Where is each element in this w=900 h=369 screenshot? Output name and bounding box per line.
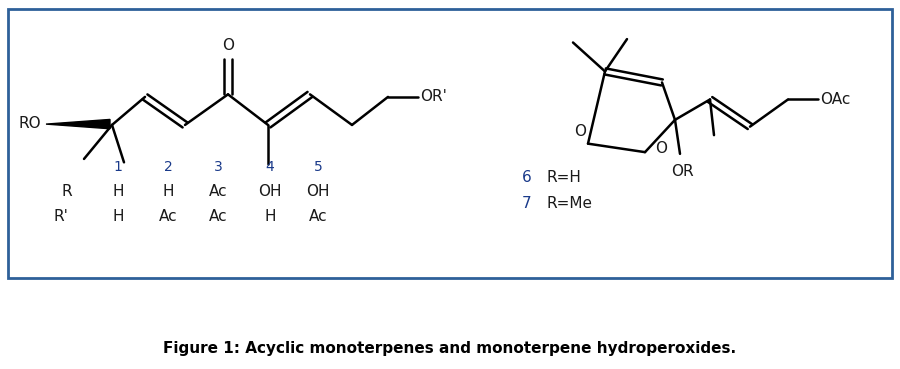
- Text: 4: 4: [266, 161, 274, 175]
- Text: R=Me: R=Me: [546, 196, 592, 211]
- Text: Ac: Ac: [158, 209, 177, 224]
- Text: OH: OH: [258, 184, 282, 199]
- Text: Ac: Ac: [309, 209, 328, 224]
- Text: 1: 1: [113, 161, 122, 175]
- Text: 5: 5: [313, 161, 322, 175]
- Text: H: H: [162, 184, 174, 199]
- Text: O: O: [222, 38, 234, 53]
- Text: OR': OR': [420, 89, 447, 104]
- Text: H: H: [112, 184, 124, 199]
- Text: RO: RO: [18, 116, 40, 131]
- Text: OR: OR: [670, 164, 693, 179]
- Text: OH: OH: [306, 184, 329, 199]
- Text: R=H: R=H: [546, 170, 580, 185]
- Text: R': R': [53, 209, 68, 224]
- Text: 2: 2: [164, 161, 173, 175]
- Text: R: R: [61, 184, 72, 199]
- Text: OAc: OAc: [820, 92, 850, 107]
- Text: Ac: Ac: [209, 184, 228, 199]
- Text: Ac: Ac: [209, 209, 228, 224]
- Text: H: H: [265, 209, 275, 224]
- Text: 6: 6: [522, 170, 532, 185]
- Text: H: H: [112, 209, 124, 224]
- Text: Figure 1: Acyclic monoterpenes and monoterpene hydroperoxides.: Figure 1: Acyclic monoterpenes and monot…: [164, 341, 736, 356]
- Text: O: O: [574, 124, 586, 138]
- Text: 3: 3: [213, 161, 222, 175]
- Polygon shape: [46, 120, 110, 129]
- Text: 7: 7: [522, 196, 532, 211]
- Text: O: O: [655, 141, 667, 156]
